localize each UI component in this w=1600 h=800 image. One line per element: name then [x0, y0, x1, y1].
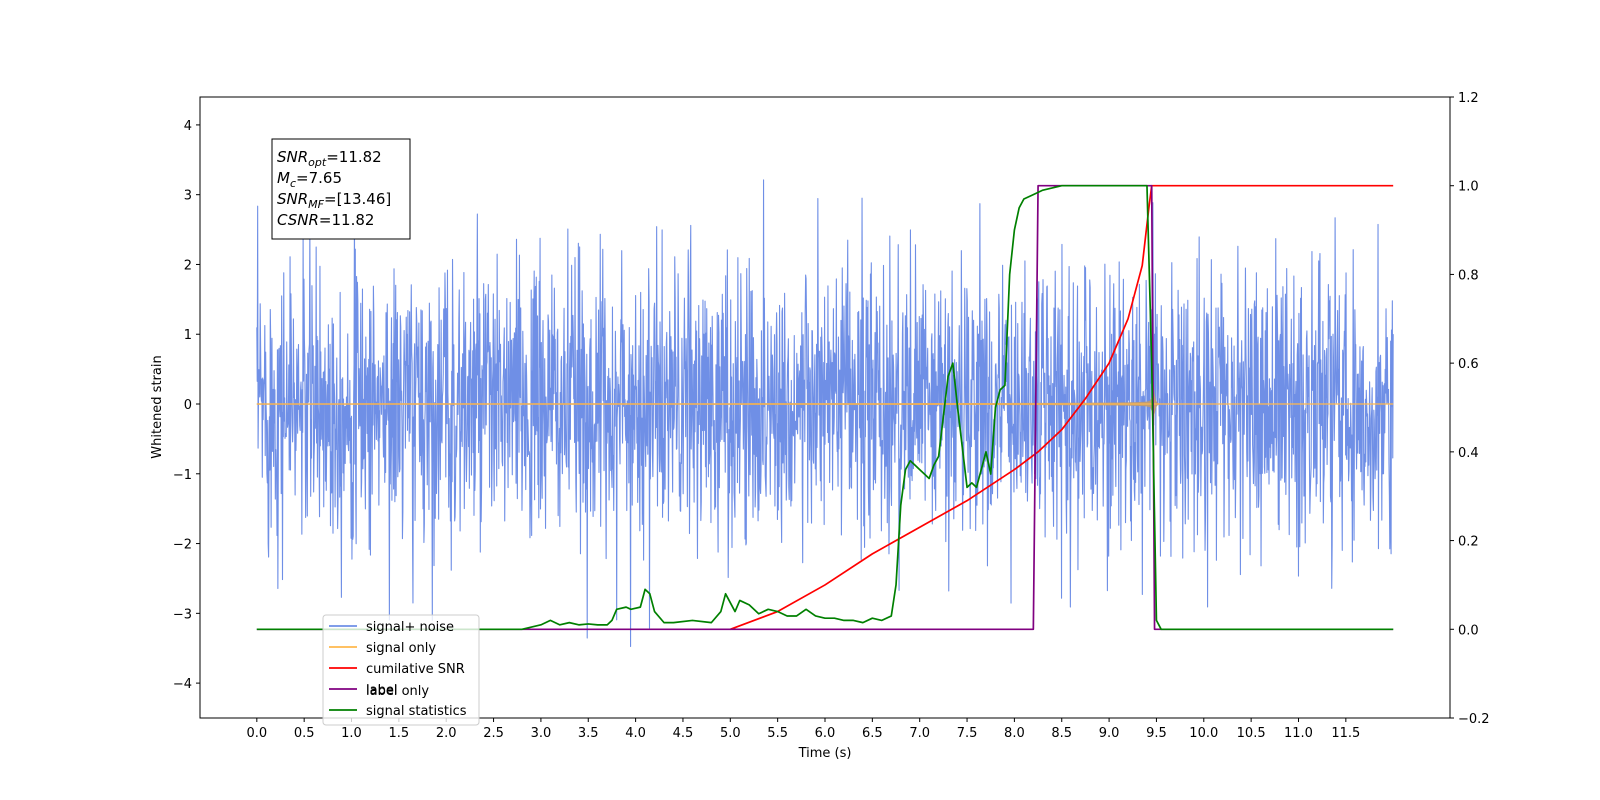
- x-tick-label: 2.5: [483, 726, 504, 741]
- x-tick-label: 0.0: [246, 726, 267, 741]
- stats-annotation-box: SNRopt=11.82Mc=7.65SNRMF=[13.46]CSNR=11.…: [271, 138, 411, 240]
- x-tick-label: 4.5: [673, 726, 694, 741]
- x-tick-label: 7.5: [957, 726, 978, 741]
- legend-entry-label: signal statistics: [366, 704, 467, 719]
- y-right-tick-label: 0.8: [1458, 268, 1479, 283]
- plot-frame: [199, 96, 1451, 719]
- x-tick-label: 9.0: [1099, 726, 1120, 741]
- x-tick-label: 0.5: [294, 726, 315, 741]
- axis-ticks-layer: 0.0 0.5 1.0 1.5 2.0 2.5 3.0 3.5 4.0 4.5 5.0 5.5 6.0 6…: [173, 91, 1490, 741]
- x-tick-label: 1.0: [341, 726, 362, 741]
- plot-series-layer: [256, 179, 1394, 648]
- y-right-tick-label: 1.2: [1458, 91, 1479, 106]
- annotation-line: CSNR=11.82: [277, 211, 374, 229]
- y-tick-label: 1: [184, 328, 192, 343]
- legend-frame: [322, 614, 480, 726]
- x-tick-label: 7.0: [909, 726, 930, 741]
- annotation-line: SNRopt=11.82: [277, 148, 382, 169]
- y-tick-label: 2: [184, 258, 192, 273]
- legend-entry-label: signal only: [366, 641, 436, 656]
- y-right-tick-label: −0.2: [1458, 712, 1490, 727]
- y-tick-label: −1: [173, 468, 192, 483]
- x-tick-label: 3.5: [578, 726, 599, 741]
- x-tick-label: 5.0: [720, 726, 741, 741]
- x-tick-label: 9.5: [1146, 726, 1167, 741]
- series-signal-statistics: [256, 184, 1394, 631]
- y-right-tick-label: 1.0: [1458, 180, 1479, 195]
- y-tick-label: −4: [173, 677, 192, 692]
- x-tick-label: 8.0: [1004, 726, 1025, 741]
- x-tick-label: 5.5: [767, 726, 788, 741]
- y-axis-label: Whitened strain: [150, 355, 165, 458]
- y-right-tick-label: 0.0: [1458, 623, 1479, 638]
- y-right-tick-label: 0.6: [1458, 357, 1479, 372]
- legend-entry-label: signal+ noise: [366, 620, 454, 635]
- legend-hidden-entry: label only: [366, 684, 429, 699]
- y-tick-label: 0: [184, 398, 192, 413]
- legend-entry-label: cumilative SNR: [366, 662, 465, 677]
- series-signal-plus-noise: [256, 179, 1394, 648]
- y-right-tick-label: 0.4: [1458, 446, 1479, 461]
- x-tick-label: 1.5: [389, 726, 410, 741]
- legend: label only signal+ noise signal only cumila…: [322, 614, 480, 726]
- y-tick-label: −3: [173, 607, 192, 622]
- x-tick-label: 6.5: [862, 726, 883, 741]
- x-tick-label: 2.0: [436, 726, 457, 741]
- series-cumilative-snr: [730, 184, 1394, 631]
- y-tick-label: 4: [184, 119, 192, 134]
- x-tick-label: 10.0: [1189, 726, 1218, 741]
- x-tick-label: 11.0: [1284, 726, 1313, 741]
- annotation-line: SNRMF=[13.46]: [277, 190, 391, 211]
- legend-entry-label: label: [366, 683, 397, 698]
- x-tick-label: 6.0: [815, 726, 836, 741]
- x-tick-label: 3.0: [531, 726, 552, 741]
- x-tick-label: 8.5: [1051, 726, 1072, 741]
- y-right-tick-label: 0.2: [1458, 535, 1479, 550]
- annotation-frame: [271, 138, 411, 240]
- x-tick-label: 4.0: [625, 726, 646, 741]
- y-tick-label: −2: [173, 538, 192, 553]
- y-tick-label: 3: [184, 189, 192, 204]
- series-label: [256, 184, 1394, 631]
- x-tick-label: 11.5: [1331, 726, 1360, 741]
- annotation-line: Mc=7.65: [277, 169, 342, 190]
- x-tick-label: 10.5: [1237, 726, 1266, 741]
- x-axis-label: Time (s): [798, 746, 852, 761]
